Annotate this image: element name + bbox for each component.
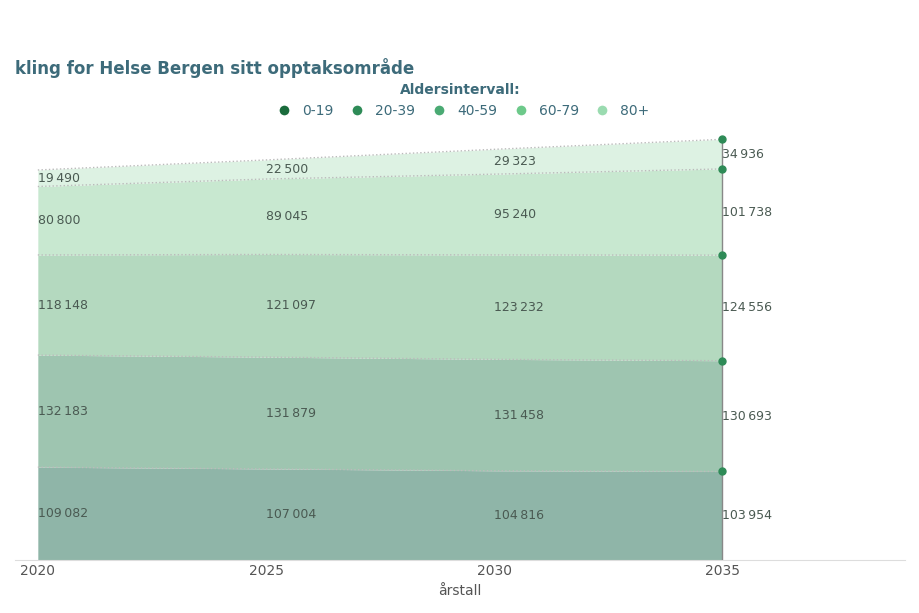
Text: 80 800: 80 800 (38, 214, 80, 227)
Text: 19 490: 19 490 (38, 172, 80, 185)
Text: 101 738: 101 738 (721, 205, 772, 219)
Text: 123 232: 123 232 (494, 300, 543, 314)
Legend: 0-19, 20-39, 40-59, 60-79, 80+: 0-19, 20-39, 40-59, 60-79, 80+ (265, 77, 654, 123)
Text: 121 097: 121 097 (266, 299, 316, 312)
Text: 124 556: 124 556 (721, 302, 772, 314)
Text: 131 879: 131 879 (266, 406, 316, 419)
Text: 118 148: 118 148 (38, 299, 87, 311)
Text: 29 323: 29 323 (494, 155, 536, 168)
Text: 95 240: 95 240 (494, 208, 536, 221)
Text: 107 004: 107 004 (266, 508, 316, 520)
Text: 130 693: 130 693 (721, 409, 771, 422)
Text: 132 183: 132 183 (38, 405, 87, 417)
Text: 34 936: 34 936 (721, 148, 764, 161)
Text: 109 082: 109 082 (38, 507, 88, 520)
Text: 89 045: 89 045 (266, 210, 308, 223)
Text: 131 458: 131 458 (494, 408, 544, 422)
Text: 22 500: 22 500 (266, 163, 308, 176)
Text: 103 954: 103 954 (721, 509, 772, 522)
X-axis label: årstall: årstall (437, 584, 482, 598)
Text: kling for Helse Bergen sitt opptaksområde: kling for Helse Bergen sitt opptaksområd… (15, 58, 414, 78)
Text: 104 816: 104 816 (494, 509, 544, 522)
